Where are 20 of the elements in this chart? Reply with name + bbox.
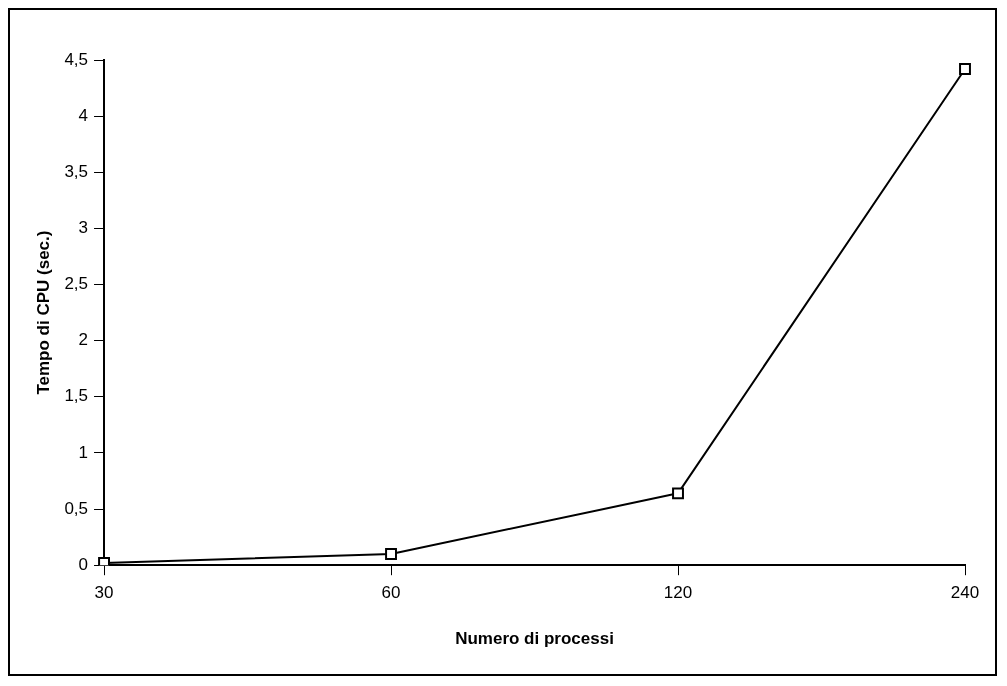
y-tick-label: 1,5 bbox=[64, 386, 89, 406]
y-tick-label: 2 bbox=[78, 330, 89, 350]
y-tick-label: 2,5 bbox=[64, 274, 89, 294]
y-tick-label: 1 bbox=[78, 442, 89, 462]
y-axis-title: Tempo di CPU (sec.) bbox=[33, 230, 53, 395]
x-tick-label: 120 bbox=[663, 583, 693, 603]
y-tick-label: 0 bbox=[78, 554, 89, 574]
x-tick-label: 240 bbox=[950, 583, 980, 603]
x-axis-title: Numero di processi bbox=[455, 629, 614, 649]
y-tick-label: 4,5 bbox=[64, 49, 89, 69]
y-tick-label: 3 bbox=[78, 218, 89, 238]
y-tick-label: 4 bbox=[78, 105, 89, 125]
point bbox=[98, 557, 110, 566]
y-tick-label: 0,5 bbox=[64, 498, 89, 518]
point bbox=[959, 63, 971, 75]
y-tick-label: 3,5 bbox=[64, 161, 89, 181]
point bbox=[385, 548, 397, 560]
x-tick-label: 30 bbox=[94, 583, 114, 603]
point bbox=[672, 487, 684, 500]
x-tick-label: 60 bbox=[381, 583, 401, 603]
